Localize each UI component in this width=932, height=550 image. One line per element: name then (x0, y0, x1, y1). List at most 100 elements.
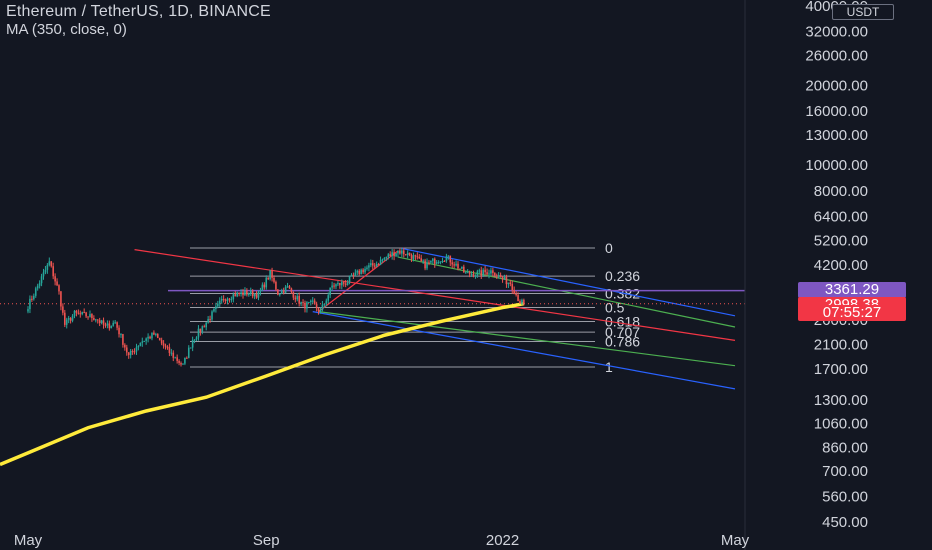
candle-body (484, 269, 486, 273)
trend-line-red (134, 249, 736, 341)
candle-body (375, 264, 378, 267)
candle-body (259, 290, 262, 292)
candle-body (145, 338, 147, 341)
price-scale[interactable]: 40000.0032000.0026000.0020000.0016000.00… (805, 0, 868, 531)
candle-body (106, 323, 109, 326)
candle-body (215, 306, 217, 309)
candle-body (327, 295, 330, 301)
candle-body (73, 310, 76, 316)
candle-body (464, 272, 467, 274)
fib-level-label: 0 (605, 240, 613, 256)
candle-body (131, 350, 134, 352)
chart-legend: Ethereum / TetherUS, 1D, BINANCE MA (350… (6, 2, 271, 38)
candle-body (65, 319, 68, 325)
candle-body (67, 318, 70, 320)
candle-body (408, 252, 411, 256)
candle-body (195, 337, 198, 340)
candle-body (480, 270, 483, 276)
candle-body (205, 322, 208, 328)
candle-body (517, 295, 519, 301)
candle-body (342, 282, 345, 284)
candle-body (263, 284, 266, 288)
candle-body (168, 347, 171, 353)
candle-body (38, 283, 41, 286)
candle-body (147, 336, 149, 339)
candle-body (321, 304, 324, 311)
candle-body (292, 292, 295, 298)
candle-body (286, 286, 289, 288)
candle-body (418, 256, 421, 259)
price-tick-label: 20000.00 (805, 78, 868, 95)
candle-body (122, 334, 124, 345)
candle-body (426, 262, 428, 269)
candle-body (81, 312, 84, 315)
candle-body (158, 337, 161, 341)
candle-body (213, 308, 215, 312)
candle-body (445, 256, 448, 262)
candle-body (27, 309, 29, 312)
candle-body (166, 346, 169, 348)
candle-body (33, 295, 35, 300)
symbol-title[interactable]: Ethereum / TetherUS, 1D, BINANCE (6, 3, 271, 20)
candle-body (463, 266, 465, 273)
candle-body (478, 270, 481, 272)
candle-body (135, 347, 138, 352)
price-tick-label: 8000.00 (814, 183, 868, 200)
candle-body (203, 326, 206, 328)
candle-body (466, 271, 469, 273)
currency-unit-label[interactable]: USDT (832, 4, 894, 20)
candle-body (377, 264, 380, 266)
candle-body (308, 301, 310, 303)
price-tick-label: 16000.00 (805, 103, 868, 120)
price-tick-label: 700.00 (822, 463, 868, 480)
candle-body (176, 357, 178, 361)
candle-body (399, 250, 401, 254)
candle-body (404, 254, 407, 256)
candle-body (251, 290, 254, 297)
candle-body (412, 255, 415, 259)
trend-lines[interactable] (134, 247, 736, 390)
candle-body (199, 328, 202, 332)
candle-body (187, 347, 190, 358)
candle-body (356, 270, 359, 273)
price-tick-label: 10000.00 (805, 157, 868, 174)
price-tick-label: 1060.00 (814, 415, 868, 432)
candle-body (118, 327, 120, 335)
candle-body (366, 267, 368, 269)
candle-body (422, 260, 424, 262)
fib-level-label: 0.786 (605, 334, 640, 350)
candle-body (52, 266, 54, 277)
candle-body (331, 285, 333, 288)
candle-body (242, 292, 244, 296)
candle-body (217, 303, 219, 307)
candle-body (174, 357, 177, 359)
trend-line-green (318, 311, 736, 367)
candle-body (104, 324, 107, 326)
ma-study-label[interactable]: MA (350, close, 0) (6, 21, 127, 38)
candle-body (75, 310, 78, 313)
candle-body (244, 290, 246, 296)
candle-body (433, 258, 436, 264)
candle-body (255, 293, 258, 298)
candle-body (240, 292, 242, 294)
candle-body (393, 252, 395, 257)
candle-body (317, 308, 320, 312)
time-scale[interactable]: May Sep 2022 May (14, 532, 750, 549)
horizontal-line[interactable] (0, 289, 745, 305)
fib-level-label: 0.236 (605, 268, 640, 284)
candle-body (333, 285, 335, 287)
candle-body (358, 270, 361, 275)
candle-body (352, 274, 355, 276)
fib-level-label: 0.707 (605, 324, 640, 340)
candle-body (182, 363, 184, 365)
candle-body (437, 262, 440, 264)
candle-body (310, 300, 312, 302)
candle-body (474, 275, 477, 277)
candle-body (279, 293, 281, 295)
candle-body (507, 282, 510, 285)
candle-body (488, 273, 490, 275)
candle-body (451, 262, 453, 265)
price-tick-label: 26000.00 (805, 47, 868, 64)
candle-body (226, 298, 229, 301)
